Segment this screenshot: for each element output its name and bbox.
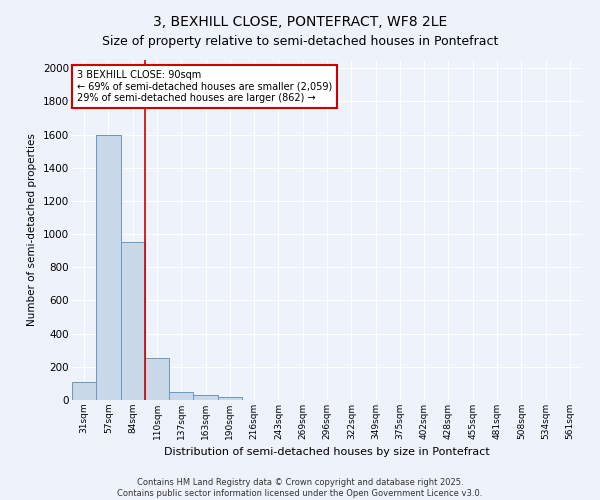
Text: Contains HM Land Registry data © Crown copyright and database right 2025.
Contai: Contains HM Land Registry data © Crown c… [118, 478, 482, 498]
X-axis label: Distribution of semi-detached houses by size in Pontefract: Distribution of semi-detached houses by … [164, 448, 490, 458]
Bar [145, 358, 169, 400]
Bar [72, 382, 96, 400]
Bar [193, 395, 218, 400]
Text: 3, BEXHILL CLOSE, PONTEFRACT, WF8 2LE: 3, BEXHILL CLOSE, PONTEFRACT, WF8 2LE [153, 15, 447, 29]
Bar [169, 392, 193, 400]
Text: 3 BEXHILL CLOSE: 90sqm
← 69% of semi-detached houses are smaller (2,059)
29% of : 3 BEXHILL CLOSE: 90sqm ← 69% of semi-det… [77, 70, 332, 103]
Bar [121, 242, 145, 400]
Y-axis label: Number of semi-detached properties: Number of semi-detached properties [28, 134, 37, 326]
Bar [218, 396, 242, 400]
Text: Size of property relative to semi-detached houses in Pontefract: Size of property relative to semi-detach… [102, 35, 498, 48]
Bar [96, 134, 121, 400]
